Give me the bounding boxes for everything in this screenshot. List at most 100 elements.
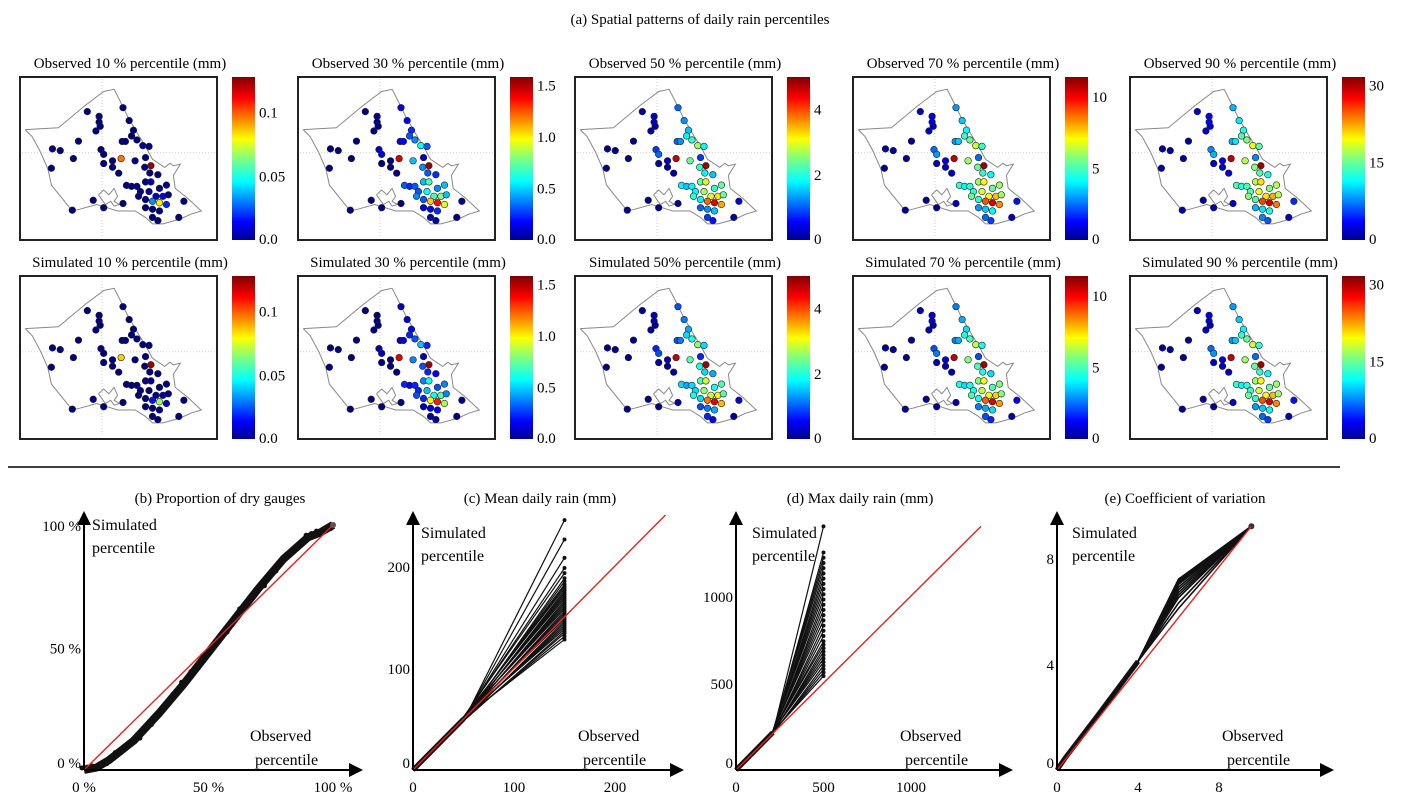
map-panel-title: Observed 30 % percentile (mm)	[312, 56, 504, 72]
station-marker	[901, 405, 909, 413]
station-marker	[89, 196, 97, 204]
plot-title: (e) Coefficient of variation	[1105, 491, 1266, 507]
colorbar-tick-label: 0.0	[259, 431, 278, 447]
station-marker	[1225, 169, 1233, 177]
station-marker	[1255, 142, 1263, 150]
station-marker	[672, 353, 680, 362]
station-marker	[423, 142, 431, 150]
station-marker	[1229, 199, 1237, 208]
station-marker	[1272, 181, 1281, 189]
station-marker	[1157, 164, 1165, 172]
station-marker	[952, 199, 960, 208]
station-marker	[133, 136, 141, 144]
station-marker	[680, 315, 688, 324]
station-marker	[948, 368, 956, 376]
station-marker	[397, 104, 405, 112]
harbor-outline	[1208, 386, 1231, 406]
station-marker	[611, 147, 619, 155]
station-marker	[1241, 356, 1249, 364]
station-marker	[347, 353, 355, 362]
station-marker	[433, 398, 442, 406]
station-marker	[1251, 362, 1259, 370]
station-marker	[974, 362, 982, 370]
station-marker	[386, 362, 395, 370]
station-marker	[412, 391, 421, 399]
data-point	[821, 623, 826, 628]
colorbar	[1342, 77, 1365, 240]
data-point	[232, 617, 238, 623]
x-tick-label: 50 %	[193, 780, 224, 796]
station-marker	[1225, 368, 1233, 376]
station-marker	[682, 132, 691, 140]
station-marker	[96, 122, 104, 130]
station-marker	[988, 398, 997, 406]
station-marker	[145, 341, 153, 349]
station-marker	[425, 377, 433, 385]
y-tick-label: 0	[403, 756, 411, 772]
colorbar-tick-label: 0	[1092, 431, 1100, 447]
station-marker	[1256, 169, 1264, 177]
data-point	[151, 717, 157, 723]
station-marker	[707, 391, 715, 399]
station-marker	[694, 142, 702, 150]
colorbar-tick-label: 1.5	[537, 78, 556, 94]
station-marker	[1243, 381, 1251, 389]
station-marker	[707, 192, 715, 200]
station-marker	[155, 406, 164, 414]
station-marker	[603, 344, 612, 352]
station-marker	[346, 405, 354, 413]
station-marker	[1257, 178, 1265, 186]
station-marker	[423, 341, 431, 349]
colorbar	[232, 77, 255, 240]
station-marker	[700, 142, 708, 150]
station-marker	[933, 159, 941, 168]
harbor-outline	[653, 187, 676, 207]
data-point	[821, 634, 826, 639]
station-marker	[958, 116, 966, 125]
station-marker	[393, 169, 401, 177]
x-tick-label: 500	[812, 780, 835, 796]
station-marker	[682, 331, 691, 339]
station-marker	[133, 335, 141, 343]
station-marker	[719, 390, 727, 398]
station-marker	[703, 396, 712, 404]
station-marker	[1158, 344, 1167, 352]
colorbar-tick-label: 0.1	[259, 106, 278, 122]
station-marker	[433, 383, 442, 391]
colorbar-tick-label: 2	[814, 168, 822, 184]
station-marker	[399, 336, 408, 345]
figure-title: (a) Spatial patterns of daily rain perce…	[570, 12, 829, 28]
station-marker	[696, 195, 705, 204]
station-marker	[426, 213, 435, 222]
data-point	[562, 631, 567, 636]
station-marker	[624, 154, 632, 163]
station-marker	[995, 399, 1004, 408]
x-tick-label: 4	[1134, 780, 1142, 796]
y-tick-label: 0 %	[57, 756, 81, 772]
station-marker	[1193, 307, 1201, 315]
x-tick-label: 1000	[896, 780, 926, 796]
station-marker	[426, 396, 435, 404]
station-marker	[689, 192, 698, 200]
station-marker	[68, 206, 76, 214]
station-marker	[941, 163, 950, 171]
station-marker	[1227, 154, 1235, 163]
station-marker	[148, 412, 157, 421]
station-marker	[933, 204, 941, 212]
station-marker	[425, 162, 433, 170]
station-marker	[141, 394, 150, 403]
map-panel: Simulated 10 % percentile (mm) 0.0 0.05 0.1	[19, 255, 285, 447]
station-marker	[162, 200, 171, 209]
station-marker	[974, 163, 982, 171]
colorbar-tick-label: 0.0	[537, 431, 556, 447]
station-marker	[717, 181, 726, 189]
station-marker	[644, 196, 652, 204]
station-marker	[1008, 412, 1016, 421]
station-marker	[710, 184, 719, 192]
station-marker	[881, 145, 890, 153]
station-marker	[180, 396, 188, 404]
data-point	[235, 611, 241, 617]
harbor-outline	[931, 187, 954, 207]
station-marker	[48, 145, 57, 153]
